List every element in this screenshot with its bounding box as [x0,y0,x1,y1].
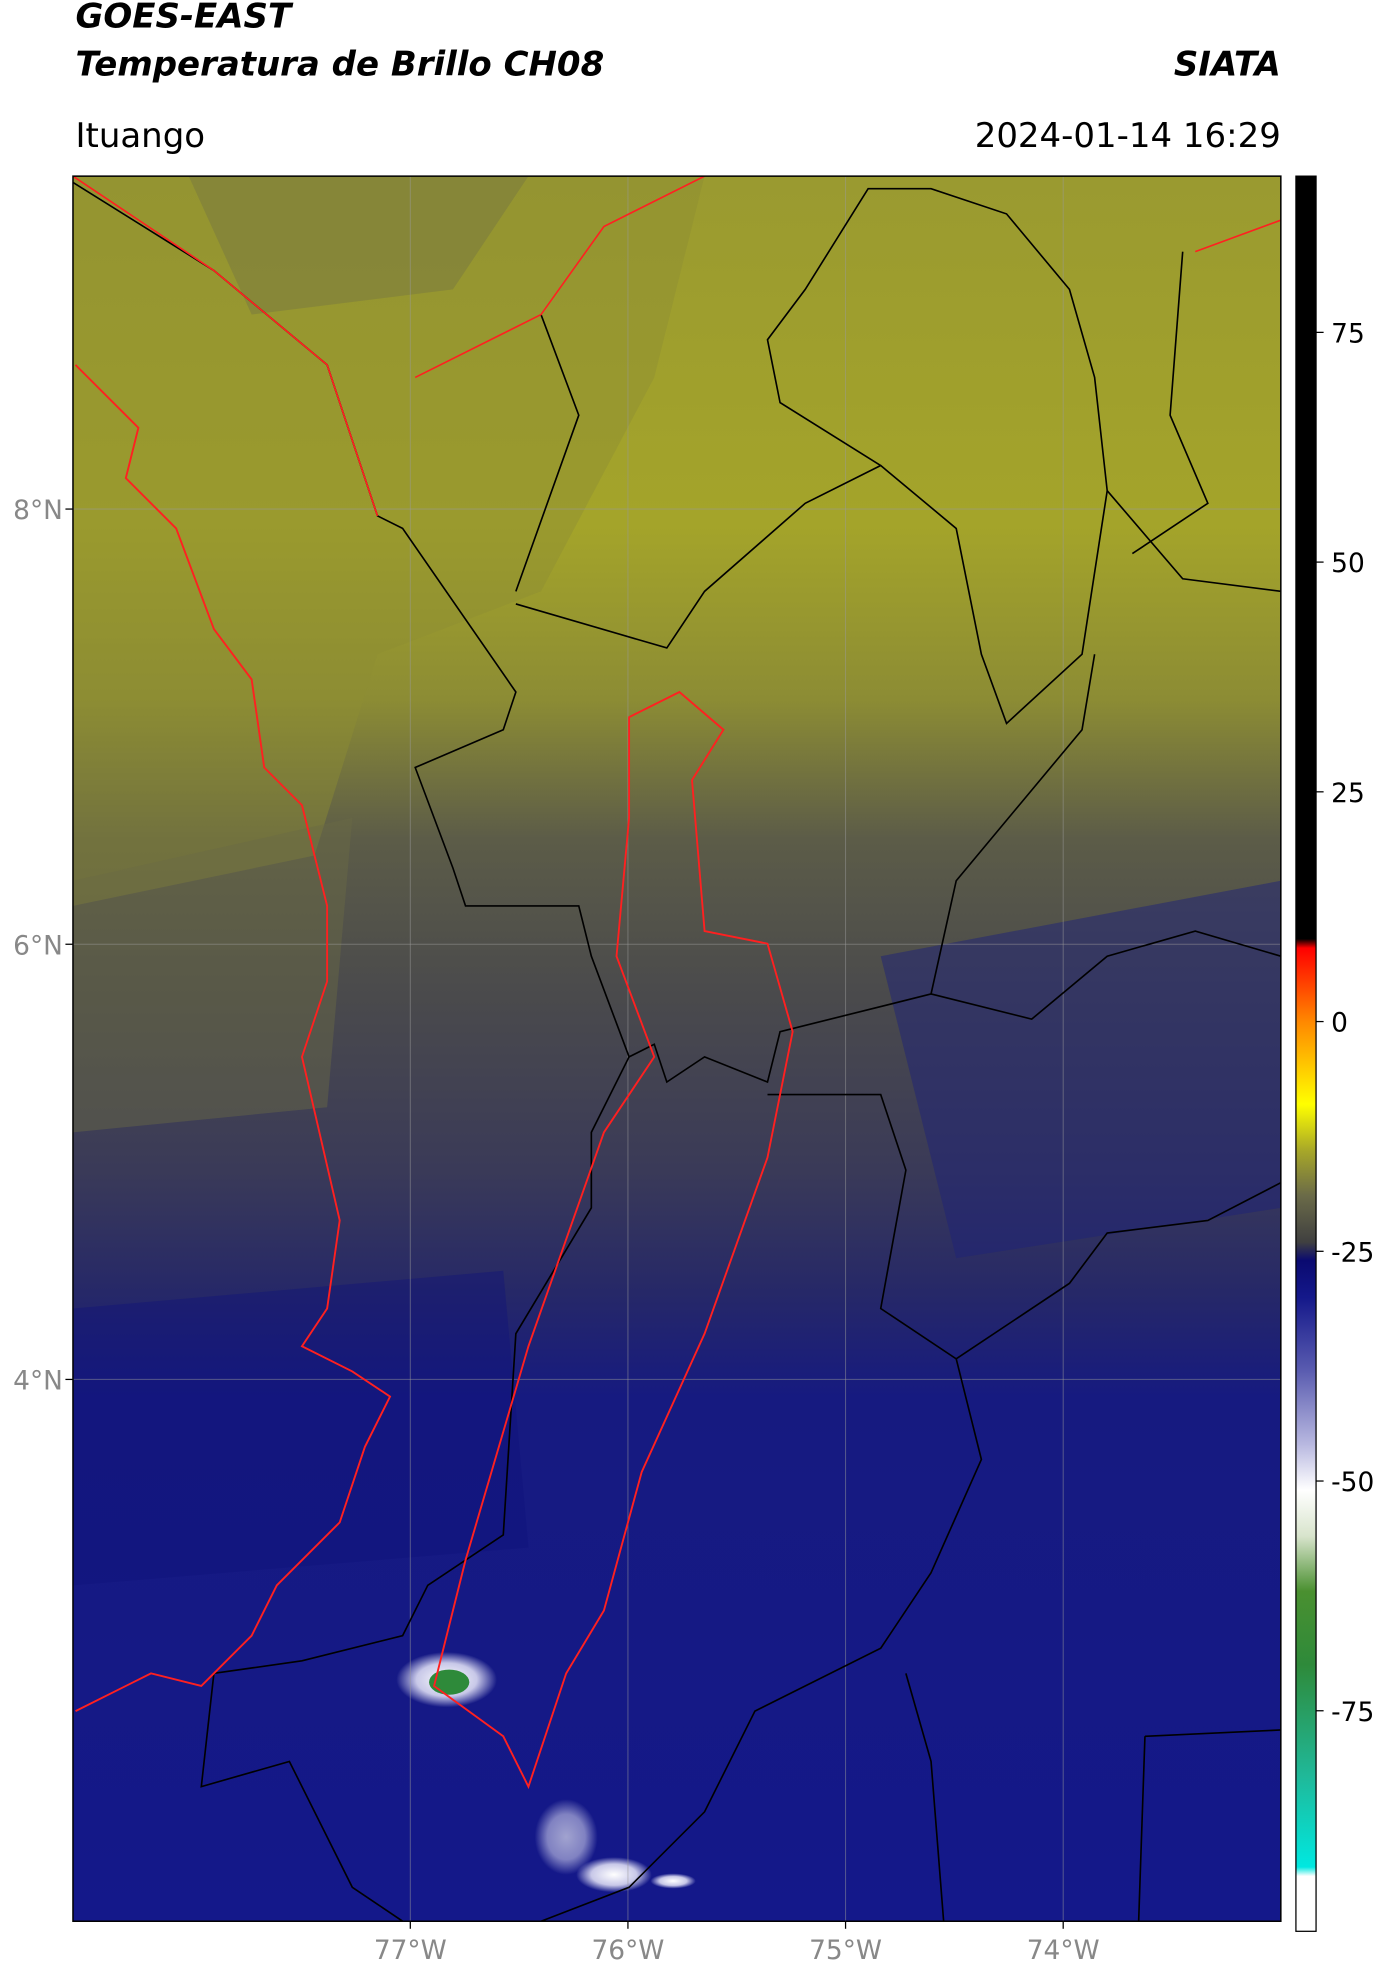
lat-tick-label: 8°N [13,495,63,526]
colorbar-tick-label: -50 [1331,1467,1374,1498]
lat-tick-label: 4°N [13,1365,63,1396]
lon-tick-label: 77°W [374,1935,447,1966]
colorbar-tick-label: 25 [1331,778,1365,809]
colorbar-fill [1295,175,1317,1932]
map-frame [72,175,1282,1922]
datetime: 2024-01-14 16:29 [975,116,1281,156]
colorbar-tick-label: 75 [1331,318,1365,349]
title-line1: GOES-EAST [75,0,293,37]
map-image [72,176,1281,1922]
title-line2: Temperatura de Brillo CH08 [75,44,604,84]
lon-tick-label: 75°W [809,1935,882,1966]
borders [72,176,1281,1922]
lat-tick-label: 6°N [13,930,63,961]
colorbar-tick-label: -75 [1331,1697,1374,1728]
lon-tick-label: 76°W [591,1935,664,1966]
lon-tick-label: 74°W [1027,1935,1100,1966]
location: Ituango [75,116,205,156]
source: SIATA [1174,44,1281,84]
colorbar-tick-label: 50 [1331,548,1365,579]
grid [65,176,1281,1929]
colorbar-tick-label: -25 [1331,1237,1374,1268]
colorbar: 75 50 25 0 -25 -50 -75 [1295,175,1374,1932]
colorbar-tick-label: 0 [1331,1008,1348,1039]
